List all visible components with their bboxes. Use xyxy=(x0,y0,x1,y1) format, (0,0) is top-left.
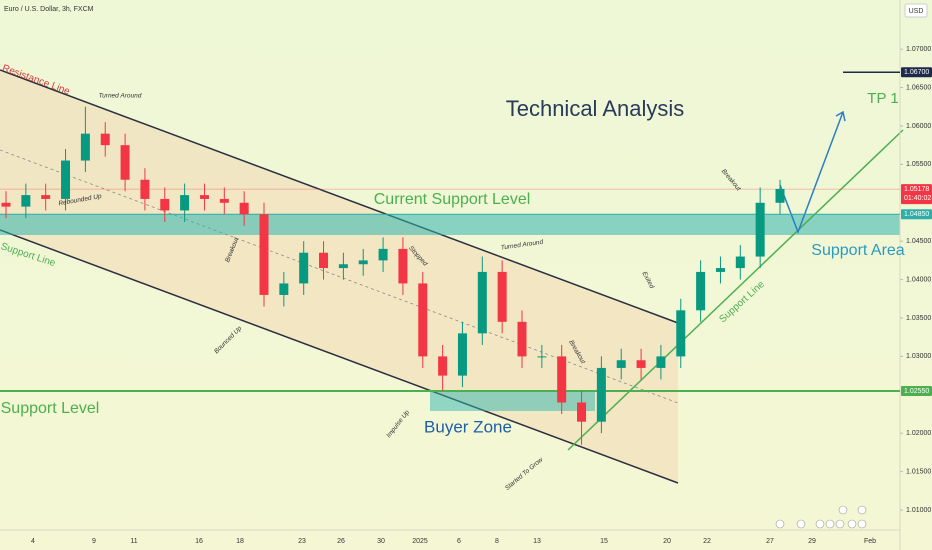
y-tick-label: 1.01500 xyxy=(906,468,931,475)
candle-body xyxy=(596,367,606,422)
annotation: Buyer Zone xyxy=(424,417,512,436)
x-tick-label: 27 xyxy=(766,538,774,545)
resistance-line xyxy=(0,69,679,324)
candle-body xyxy=(80,133,90,161)
x-tick-label: 16 xyxy=(195,538,203,545)
event-icons xyxy=(775,505,867,529)
candle-body xyxy=(41,195,51,199)
candle-body xyxy=(1,202,11,207)
support-line xyxy=(567,129,904,451)
level-label: 1.06700 xyxy=(904,69,929,76)
y-tick-label: 1.03000 xyxy=(906,353,931,360)
annotation: TP 1 xyxy=(867,90,898,107)
annotation: Support Level xyxy=(1,400,100,417)
level-label: 1.04850 xyxy=(904,211,929,218)
x-tick-label: 22 xyxy=(703,538,711,545)
candle-body xyxy=(299,252,309,284)
symbol-header: Euro / U.S. Dollar, 3h, FXCM xyxy=(4,6,94,13)
candle-body xyxy=(418,283,428,357)
level-tag xyxy=(901,67,932,78)
candle-body xyxy=(577,402,587,422)
candle-body xyxy=(338,264,348,269)
candle-body xyxy=(477,271,487,334)
y-tick-label: 1.06000 xyxy=(906,123,931,130)
x-tick-label: 18 xyxy=(236,538,244,545)
y-tick-label: 1.07000 xyxy=(906,46,931,53)
candle-body xyxy=(676,310,686,357)
x-tick-label: Feb xyxy=(864,538,876,545)
support-band xyxy=(0,214,900,235)
level-tag xyxy=(901,209,932,220)
candle-body xyxy=(438,356,448,376)
x-tick-label: 26 xyxy=(337,538,345,545)
annotation: Support Area xyxy=(811,242,905,259)
x-tick-label: 29 xyxy=(808,538,816,545)
y-tick-label: 1.06500 xyxy=(906,84,931,91)
x-tick-label: 23 xyxy=(298,538,306,545)
candle-body xyxy=(21,195,31,207)
level-label: 1.05178 xyxy=(904,186,929,193)
candle-body xyxy=(140,179,150,199)
candle-body xyxy=(517,321,527,357)
x-tick-label: 8 xyxy=(495,538,499,545)
x-tick-label: 30 xyxy=(377,538,385,545)
x-tick-label: 15 xyxy=(600,538,608,545)
candle-body xyxy=(199,195,209,199)
candle-body xyxy=(497,271,507,322)
candle-body xyxy=(358,260,368,265)
candle-body xyxy=(279,283,289,295)
candle-body xyxy=(755,202,765,257)
level-tag xyxy=(901,184,932,205)
y-tick-label: 1.04000 xyxy=(906,276,931,283)
candle-body xyxy=(398,248,408,284)
level-tag xyxy=(901,385,932,396)
countdown: 01:40:02 xyxy=(904,195,931,202)
y-tick-label: 1.01000 xyxy=(906,507,931,514)
candle-body xyxy=(160,198,170,211)
projection-arrow xyxy=(835,110,846,122)
x-tick-label: 2025 xyxy=(412,538,428,545)
candle-body xyxy=(120,145,130,180)
annotation: Turned Around xyxy=(99,93,142,100)
y-tick-label: 1.04500 xyxy=(906,238,931,245)
annotation: Current Support Level xyxy=(374,191,531,208)
candle-body xyxy=(219,198,229,203)
candle-body xyxy=(180,195,190,211)
channel-mid-line xyxy=(0,149,679,404)
candle-body xyxy=(319,252,329,269)
candle-body xyxy=(715,268,725,272)
candle-body xyxy=(616,360,626,368)
x-tick-label: 11 xyxy=(130,538,137,545)
candle-body xyxy=(656,356,666,368)
chart-title: Technical Analysis xyxy=(506,96,685,121)
projection xyxy=(779,111,844,235)
candle-body xyxy=(537,356,547,358)
buyer-zone xyxy=(430,392,595,411)
channel-lower-line xyxy=(0,229,679,484)
candle-body xyxy=(259,214,269,295)
candle-body xyxy=(239,202,249,215)
level-label: 1.02550 xyxy=(904,388,929,395)
y-tick-label: 1.02000 xyxy=(906,430,931,437)
candle-body xyxy=(378,248,388,261)
currency: USD xyxy=(909,8,924,15)
candle-body xyxy=(61,160,71,199)
y-tick-label: 1.05500 xyxy=(906,161,931,168)
y-tick-label: 1.03500 xyxy=(906,315,931,322)
x-tick-label: 9 xyxy=(92,538,96,545)
candle-body xyxy=(100,133,110,146)
candle-body xyxy=(457,333,467,376)
x-tick-label: 6 xyxy=(457,538,461,545)
candle-body xyxy=(636,360,646,368)
candle-body xyxy=(557,356,567,403)
currency-box xyxy=(904,3,928,18)
candle-body xyxy=(696,271,706,311)
candle-body xyxy=(735,256,745,269)
x-tick-label: 4 xyxy=(31,538,35,545)
x-tick-label: 13 xyxy=(533,538,541,545)
x-tick-label: 20 xyxy=(663,538,671,545)
candle-body xyxy=(775,188,785,203)
